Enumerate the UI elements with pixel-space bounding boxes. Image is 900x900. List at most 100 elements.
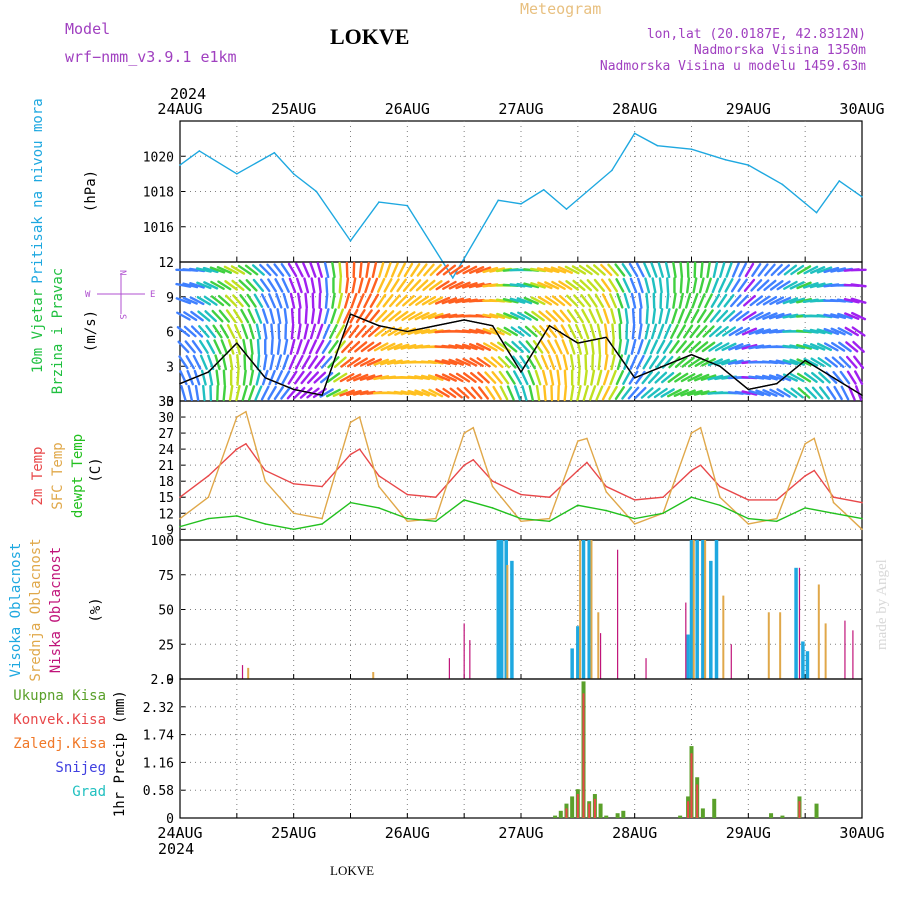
- wind-arrow: [198, 339, 209, 354]
- wind-arrow: [235, 384, 241, 402]
- wind-arrow: [485, 386, 496, 400]
- wind-arrow: [803, 265, 819, 275]
- wind-arrow: [505, 370, 516, 385]
- wind-arrow: [288, 354, 297, 370]
- wind-arrow: [558, 280, 573, 291]
- wind-arrow: [581, 308, 591, 324]
- wind-arrow: [228, 354, 234, 371]
- wind-arrow: [324, 292, 329, 309]
- pressure-point: [747, 164, 750, 166]
- wind-arrow: [220, 339, 229, 355]
- wind-arrow: [273, 386, 285, 400]
- wind-arrow: [840, 385, 850, 401]
- wind-arrow: [337, 292, 343, 309]
- cloud-bar: [469, 640, 471, 679]
- cloud-bar: [570, 648, 574, 679]
- wind-arrow: [339, 389, 355, 397]
- cloud-bar: [617, 549, 619, 679]
- wind-arrow: [281, 277, 290, 293]
- wind-arrow: [783, 280, 798, 290]
- wind-arrow: [687, 373, 703, 382]
- wind-arrow: [624, 307, 629, 325]
- wind-arrow: [470, 371, 484, 384]
- cloud-bar: [692, 540, 695, 679]
- wind-arrow: [276, 338, 281, 356]
- wind-arrow: [579, 279, 593, 292]
- temperature-point: [832, 501, 835, 504]
- wind-arrow: [275, 292, 283, 309]
- temperature-point: [548, 496, 551, 499]
- wind-arrow: [461, 343, 478, 351]
- temperature-point: [804, 442, 806, 445]
- wind-arrow: [776, 280, 791, 291]
- wind-arrow: [222, 369, 226, 386]
- cloud-bar: [701, 540, 705, 679]
- cloud-bar: [590, 540, 593, 679]
- cloud-ytick-label: 100: [151, 534, 174, 549]
- date-tick-top: 28AUG: [612, 100, 657, 118]
- wind-arrow: [737, 278, 748, 293]
- wind-arrow: [526, 355, 536, 370]
- wind-arrow: [380, 359, 396, 366]
- wind-arrow: [295, 339, 303, 355]
- temperature-ytick-label: 24: [158, 443, 174, 458]
- wind-arrow: [790, 264, 805, 276]
- wind-arrow: [345, 389, 362, 397]
- cloud-bar: [798, 567, 801, 679]
- wind-arrow: [660, 388, 675, 398]
- wind-arrow: [730, 278, 741, 293]
- wind-arrow: [205, 324, 217, 339]
- wind-arrow: [705, 277, 712, 294]
- wind-arrow: [300, 371, 312, 385]
- date-tick-bottom: 27AUG: [498, 824, 543, 842]
- wind-arrow: [711, 277, 720, 294]
- wind-arrow: [851, 311, 867, 321]
- wind-arrow: [628, 370, 639, 385]
- wind-arrow: [601, 293, 611, 309]
- wind-arrow: [697, 293, 706, 309]
- wind-arrow: [677, 308, 686, 324]
- wind-arrow: [283, 338, 289, 355]
- wind-arrow: [589, 323, 596, 340]
- wind-arrow: [333, 372, 348, 383]
- wind-arrow: [350, 292, 358, 309]
- temperature-point: [406, 520, 409, 523]
- temperature-point: [179, 525, 181, 528]
- wind-arrow: [363, 293, 372, 309]
- wind-arrow: [667, 388, 682, 398]
- temperature-point: [719, 504, 721, 507]
- wind-arrow: [224, 280, 239, 291]
- wind-arrow: [448, 358, 464, 366]
- date-tick-bottom: 28AUG: [612, 824, 657, 842]
- wind-arrow: [310, 277, 316, 294]
- temperature-point: [662, 512, 664, 515]
- wind-arrow: [330, 308, 337, 324]
- wind-arrow: [823, 313, 840, 319]
- wind-arrow: [789, 297, 806, 304]
- pressure-point: [273, 151, 276, 154]
- wind-arrow: [593, 278, 606, 292]
- pressure-point: [656, 144, 659, 147]
- wind-arrow: [317, 277, 322, 294]
- temperature-point: [861, 501, 863, 504]
- date-tick-top: 27AUG: [498, 100, 543, 118]
- wind-arrow: [510, 311, 526, 321]
- wind-arrow: [248, 323, 255, 340]
- temperature-point: [813, 469, 816, 472]
- temp-ylabel-sub: SFC Temp: [50, 442, 66, 509]
- wind-arrow: [562, 354, 569, 371]
- cloud-bar: [709, 560, 713, 679]
- wind-arrow: [688, 340, 702, 353]
- wind-arrow: [244, 264, 259, 276]
- wind-arrow: [742, 311, 757, 322]
- wind-arrow: [302, 262, 311, 278]
- wind-arrow: [645, 292, 650, 309]
- temperature-point: [548, 517, 551, 520]
- wind-arrow: [850, 297, 867, 304]
- precip-bar: [769, 813, 774, 818]
- wind-arrow: [435, 280, 450, 291]
- wind-arrow: [357, 277, 364, 294]
- wind-arrow: [764, 263, 776, 277]
- temperature-point: [292, 483, 295, 485]
- wind-arrow: [573, 294, 585, 308]
